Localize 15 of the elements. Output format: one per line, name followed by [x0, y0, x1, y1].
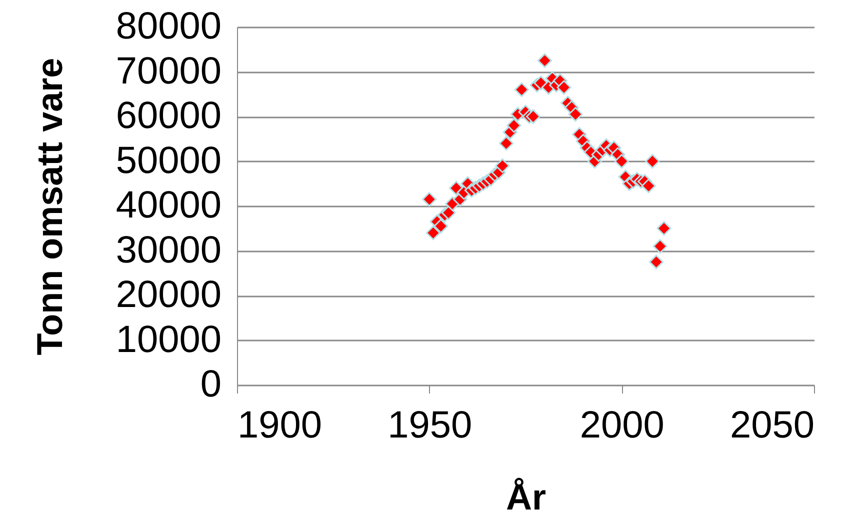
x-tick-label: 2000 [580, 404, 664, 446]
y-tick-label: 60000 [116, 95, 222, 137]
y-tick-label: 30000 [116, 229, 222, 272]
y-tick-label: 80000 [116, 6, 222, 48]
y-axis-title: Tonn omsatt vare [28, 58, 70, 356]
x-tick-label: 1950 [388, 404, 472, 446]
y-tick-label: 10000 [116, 318, 222, 361]
x-axis-title: År [506, 476, 546, 518]
x-tick-label: 1900 [238, 404, 322, 446]
y-tick-label: 0 [200, 364, 222, 406]
y-tick-label: 70000 [116, 50, 222, 92]
x-tick-label: 2050 [730, 404, 814, 446]
y-tick-label: 40000 [116, 184, 222, 226]
y-tick-label: 50000 [116, 140, 222, 182]
y-tick-label: 20000 [116, 274, 222, 316]
